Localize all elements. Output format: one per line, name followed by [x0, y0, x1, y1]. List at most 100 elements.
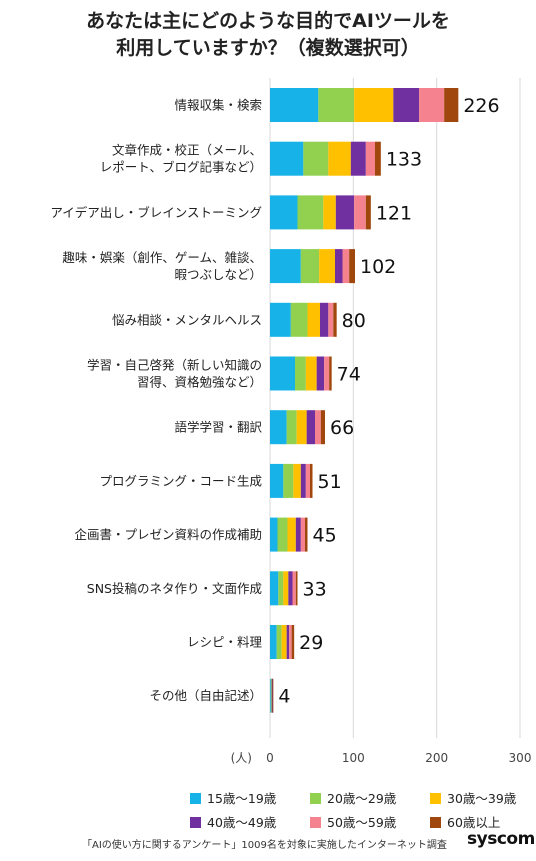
bar-segment-4 — [350, 141, 366, 176]
category-label: その他（自由記述） — [149, 688, 262, 703]
bar-segment-2 — [276, 625, 282, 659]
category-label: レシピ・料理 — [187, 635, 263, 650]
total-label: 51 — [318, 471, 342, 493]
bar-segment-5 — [354, 195, 366, 230]
chart-title-line-2: 利用していますか？（複数選択可） — [116, 37, 420, 59]
chart-title: あなたは主にどのような目的でAIツールを 利用していますか？（複数選択可） — [0, 8, 536, 62]
legend-label: 20歳〜29歳 — [327, 791, 397, 806]
bar-segment-2 — [270, 678, 272, 713]
legend-swatch — [310, 793, 321, 804]
bar-segment-2 — [295, 356, 306, 391]
x-axis-label: (人) — [231, 751, 252, 765]
bar-segment-2 — [300, 249, 320, 284]
legend-label: 15歳〜19歳 — [207, 791, 277, 806]
bar-segment-5 — [315, 410, 321, 445]
bar-segment-1 — [270, 678, 271, 713]
bar-segment-3 — [281, 625, 287, 659]
legend-swatch — [190, 817, 201, 828]
bar-segment-6 — [295, 571, 298, 606]
legend-swatch — [430, 793, 441, 804]
category-label: SNS投稿のネタ作り・文面作成 — [87, 581, 262, 596]
legend-label: 30歳〜39歳 — [447, 791, 517, 806]
legend-label: 40歳〜49歳 — [207, 815, 277, 830]
bar-segment-5 — [328, 302, 334, 337]
category-label: 悩み相談・メンタルヘルス — [112, 312, 262, 327]
bar-segment-3 — [354, 88, 394, 122]
bar-segment-3 — [328, 141, 351, 176]
bar-segment-3 — [283, 571, 289, 606]
legend-item-30-39: 30歳〜39歳 — [430, 788, 516, 807]
brand-logo: syscom — [467, 829, 535, 849]
bar-segment-5 — [324, 356, 330, 391]
bar-segment-3 — [319, 249, 335, 284]
bar-segment-5 — [292, 571, 296, 606]
bar-segment-1 — [270, 141, 304, 176]
bar-segment-4 — [306, 410, 315, 445]
total-label: 80 — [342, 310, 366, 332]
survey-note: 「AIの使い方に関するアンケート」1009名を対象に実施したインターネット調査 — [82, 840, 447, 851]
bar-segment-1 — [270, 302, 291, 337]
bar-segment-6 — [349, 249, 355, 284]
bar-segment-3 — [293, 463, 301, 498]
bar-segment-6 — [305, 517, 308, 552]
total-label: 102 — [360, 256, 396, 278]
x-tick-label: 100 — [342, 751, 365, 765]
bar-segment-6 — [333, 302, 337, 337]
bar-segment-2 — [318, 88, 355, 122]
category-label: 文章作成・校正（メール、レポート、ブログ記事など） — [100, 143, 262, 175]
bar-segment-4 — [286, 625, 290, 659]
bar-segment-2 — [278, 571, 284, 606]
bar-segment-6 — [375, 141, 381, 176]
legend-item-50-59: 50歳〜59歳 — [310, 812, 396, 831]
bar-segment-1 — [270, 625, 277, 659]
bar-segment-1 — [270, 88, 319, 122]
category-label: アイデア出し・ブレインストーミング — [50, 205, 262, 220]
bar-segment-4 — [271, 678, 273, 713]
bar-segment-3 — [323, 195, 336, 230]
legend-label: 50歳〜59歳 — [327, 815, 397, 830]
bar-segment-6 — [329, 356, 332, 391]
bar-segment-4 — [288, 571, 293, 606]
bar-segment-2 — [297, 195, 324, 230]
total-label: 74 — [337, 364, 361, 386]
x-tick-label: 200 — [425, 751, 448, 765]
legend-swatch — [310, 817, 321, 828]
bar-segment-5 — [289, 625, 292, 659]
bar-segment-2 — [277, 517, 288, 552]
bar-segment-6 — [365, 195, 371, 230]
bar-segment-4 — [335, 195, 355, 230]
total-label: 29 — [299, 632, 323, 654]
category-label: 学習・自己啓発（新しい知識の習得、資格勉強など） — [87, 358, 262, 390]
total-label: 133 — [386, 149, 422, 171]
bar-segment-3 — [296, 410, 307, 445]
bar-segment-2 — [303, 141, 329, 176]
legend-item-15-19: 15歳〜19歳 — [190, 788, 276, 807]
bar-segment-1 — [270, 571, 279, 606]
category-label: 語学学習・翻訳 — [174, 420, 262, 435]
bar-segment-6 — [310, 463, 313, 498]
legend-label: 60歳以上 — [447, 815, 501, 830]
category-label: 情報収集・検索 — [174, 98, 262, 113]
category-label: 企画書・プレゼン資料の作成補助 — [74, 527, 262, 542]
total-label: 226 — [463, 95, 499, 117]
bar-segment-3 — [305, 356, 317, 391]
legend-swatch — [190, 793, 201, 804]
bar-segment-1 — [270, 195, 298, 230]
bar-segment-5 — [419, 88, 445, 122]
legend-item-60-plus: 60歳以上 — [430, 812, 500, 831]
bar-segment-4 — [316, 356, 325, 391]
category-label: 趣味・娯楽（創作、ゲーム、雑談、暇つぶしなど） — [62, 250, 262, 282]
legend-swatch — [430, 817, 441, 828]
total-label: 45 — [313, 525, 337, 547]
bar-segment-6 — [320, 410, 325, 445]
total-label: 66 — [330, 417, 354, 439]
bar-segment-6 — [272, 678, 274, 713]
bar-segment-5 — [342, 249, 350, 284]
bar-segment-5 — [300, 517, 305, 552]
stacked-bar-chart: 0 100 200 300 (人) 情報収集・検索 226 文章作成・校正（メール、レポート、… — [50, 78, 532, 765]
bar-segment-5 — [305, 463, 310, 498]
category-label: プログラミング・コード生成 — [99, 473, 262, 488]
bar-segment-4 — [300, 463, 306, 498]
x-tick-label: 300 — [509, 751, 532, 765]
legend-item-20-29: 20歳〜29歳 — [310, 788, 396, 807]
